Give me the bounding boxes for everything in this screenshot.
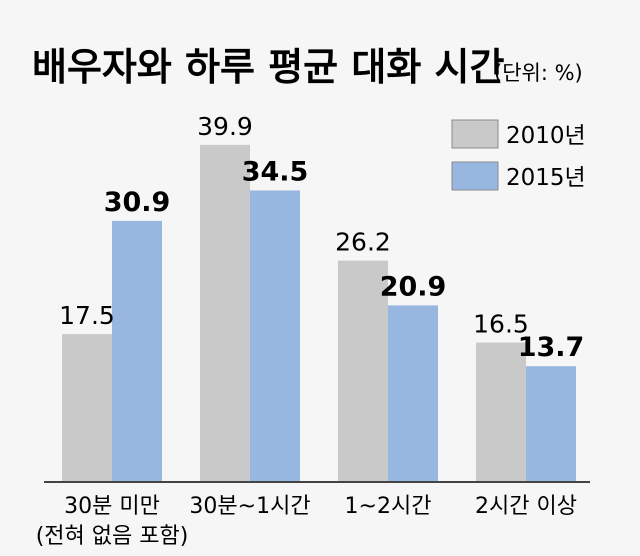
legend-swatch-2015: [451, 161, 499, 191]
value-label-2010년-1: 39.9: [197, 112, 253, 141]
chart-title: 배우자와 하루 평균 대화 시간: [32, 45, 504, 89]
value-label-2010년-2: 26.2: [335, 228, 391, 257]
legend-label-2010: 2010년: [506, 123, 586, 149]
unit-label: (단위: %): [494, 61, 583, 85]
bar-2010년-2: [338, 260, 388, 482]
value-labels: 17.5 30.9 39.9 34.5 26.2 20.9 16.513.7: [59, 112, 584, 363]
value-label-2015년-2: 20.9: [380, 271, 447, 302]
value-label-2015년-3: 13.7: [518, 332, 585, 363]
category-sublabel-0: (전혀 없음 포함): [36, 524, 189, 549]
bar-2015년-3: [526, 366, 576, 482]
bars: [62, 144, 576, 482]
legend: 2010년 2015년: [451, 119, 586, 191]
value-label-2010년-3: 16.5: [473, 310, 529, 339]
category-label-3: 2시간 이상: [475, 494, 577, 519]
category-label-0: 30분 미만: [64, 494, 160, 519]
value-label-2010년-0: 17.5: [59, 301, 115, 330]
bar-2010년-0: [62, 334, 112, 482]
bar-2010년-1: [200, 144, 250, 482]
bar-2010년-3: [476, 342, 526, 482]
value-label-2015년-1: 34.5: [242, 156, 309, 187]
category-labels: 30분 미만 (전혀 없음 포함)30분~1시간 1~2시간 2시간 이상: [36, 494, 577, 549]
bar-2015년-2: [388, 305, 438, 482]
bar-2015년-1: [250, 190, 300, 482]
legend-swatch-2010: [451, 119, 499, 149]
legend-label-2015: 2015년: [506, 165, 586, 191]
value-label-2015년-0: 30.9: [104, 187, 171, 218]
category-label-2: 1~2시간: [345, 494, 432, 519]
category-label-1: 30분~1시간: [189, 494, 310, 519]
bar-2015년-0: [112, 220, 162, 482]
